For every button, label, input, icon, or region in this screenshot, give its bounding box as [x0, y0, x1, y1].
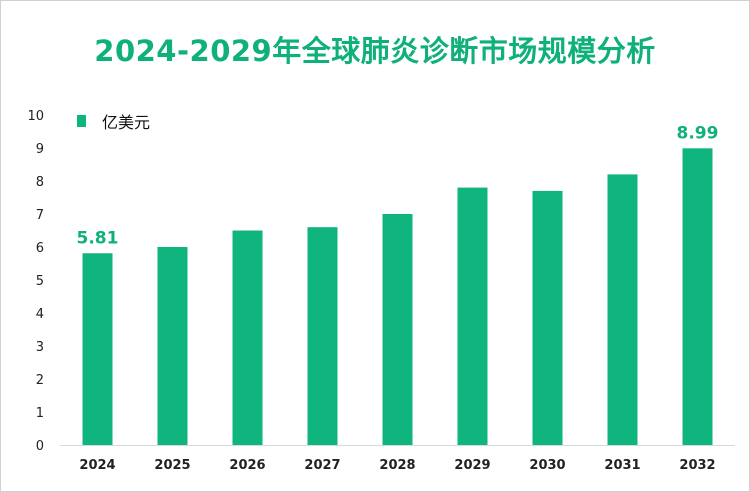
bar-2032	[682, 148, 713, 445]
bars	[82, 148, 713, 445]
y-tick-label: 9	[36, 142, 44, 157]
x-tick-label: 2027	[304, 458, 340, 473]
x-tick-label: 2032	[679, 458, 715, 473]
x-axis: 2024 2025 2026 2027 2028 2029 2030 2031 2032	[60, 445, 735, 473]
x-tick-label: 2030	[529, 458, 565, 473]
data-label-2032: 8.99	[677, 123, 719, 143]
bar-2028	[382, 214, 413, 445]
data-labels: 5.81 8.99	[77, 123, 719, 248]
y-tick-label: 3	[36, 340, 44, 355]
legend-label: 亿美元	[102, 113, 150, 132]
bar-2024	[82, 253, 113, 445]
y-tick-label: 6	[36, 241, 44, 256]
data-label-2024: 5.81	[77, 228, 119, 248]
x-tick-label: 2031	[604, 458, 640, 473]
bar-2029	[457, 187, 488, 445]
y-tick-label: 4	[36, 307, 44, 322]
y-tick-label: 7	[36, 208, 44, 223]
chart-title: 2024-2029年全球肺炎诊断市场规模分析	[94, 34, 656, 68]
bar-2025	[157, 247, 188, 445]
x-tick-label: 2025	[154, 458, 190, 473]
bar-2031	[607, 174, 638, 445]
bar-2026	[232, 230, 263, 445]
bar-2027	[307, 227, 338, 445]
legend: 亿美元	[77, 113, 150, 132]
legend-swatch	[77, 115, 86, 127]
y-tick-label: 5	[36, 274, 44, 289]
y-axis: 0 1 2 3 4 5 6 7 8 9 10	[27, 109, 44, 454]
x-tick-label: 2026	[229, 458, 265, 473]
y-tick-label: 0	[36, 439, 44, 454]
y-tick-label: 10	[27, 109, 44, 124]
y-tick-label: 1	[36, 406, 44, 421]
y-tick-label: 2	[36, 373, 44, 388]
x-tick-label: 2029	[454, 458, 490, 473]
x-tick-label: 2028	[379, 458, 415, 473]
bar-2030	[532, 190, 563, 445]
x-tick-label: 2024	[79, 458, 115, 473]
y-tick-label: 8	[36, 175, 44, 190]
